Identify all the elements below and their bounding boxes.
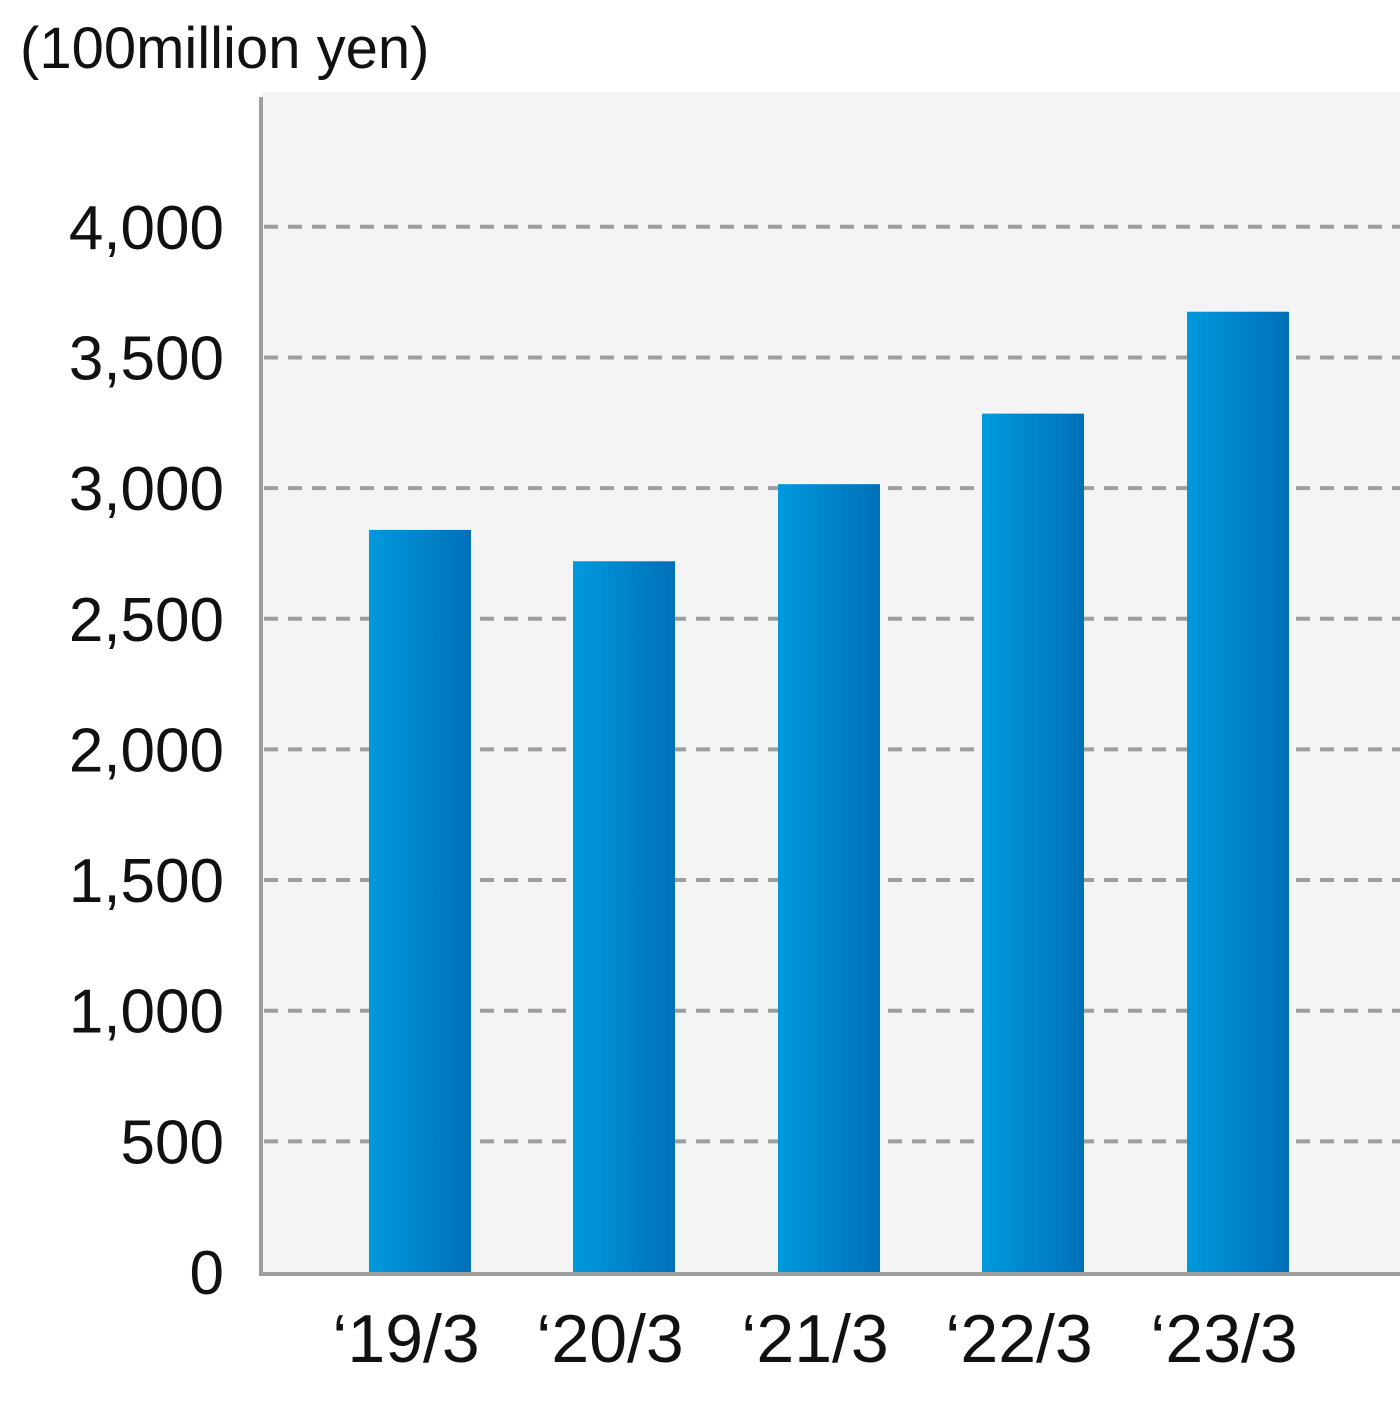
x-tick-label: ‘22/3	[945, 1301, 1092, 1377]
y-tick-label: 500	[121, 1108, 224, 1177]
x-tick-label: ‘19/3	[332, 1301, 479, 1377]
y-tick-label: 2,500	[69, 586, 224, 655]
bar-4	[1187, 311, 1289, 1272]
bar-0	[369, 529, 471, 1272]
y-tick-label: 1,000	[69, 978, 224, 1047]
bar-3	[982, 413, 1084, 1272]
y-tick-label: 2,000	[69, 716, 224, 785]
x-tick-labels: ‘19/3 ‘20/3 ‘21/3 ‘22/3 ‘23/3	[332, 1301, 1297, 1377]
bar-1	[573, 561, 675, 1272]
y-tick-label: 0	[190, 1239, 224, 1308]
bars	[369, 311, 1289, 1272]
y-tick-labels: 0 500 1,000 1,500 2,000 2,500 3,000 3,500 4,000	[69, 194, 224, 1308]
y-tick-label: 3,000	[69, 455, 224, 524]
y-tick-label: 4,000	[69, 194, 224, 263]
y-tick-label: 3,500	[69, 324, 224, 393]
y-axis-unit-label: (100million yen)	[20, 16, 429, 81]
x-tick-label: ‘23/3	[1150, 1301, 1297, 1377]
bar-2	[778, 484, 880, 1272]
x-tick-label: ‘21/3	[741, 1301, 888, 1377]
x-tick-label: ‘20/3	[536, 1301, 683, 1377]
y-tick-label: 1,500	[69, 847, 224, 916]
